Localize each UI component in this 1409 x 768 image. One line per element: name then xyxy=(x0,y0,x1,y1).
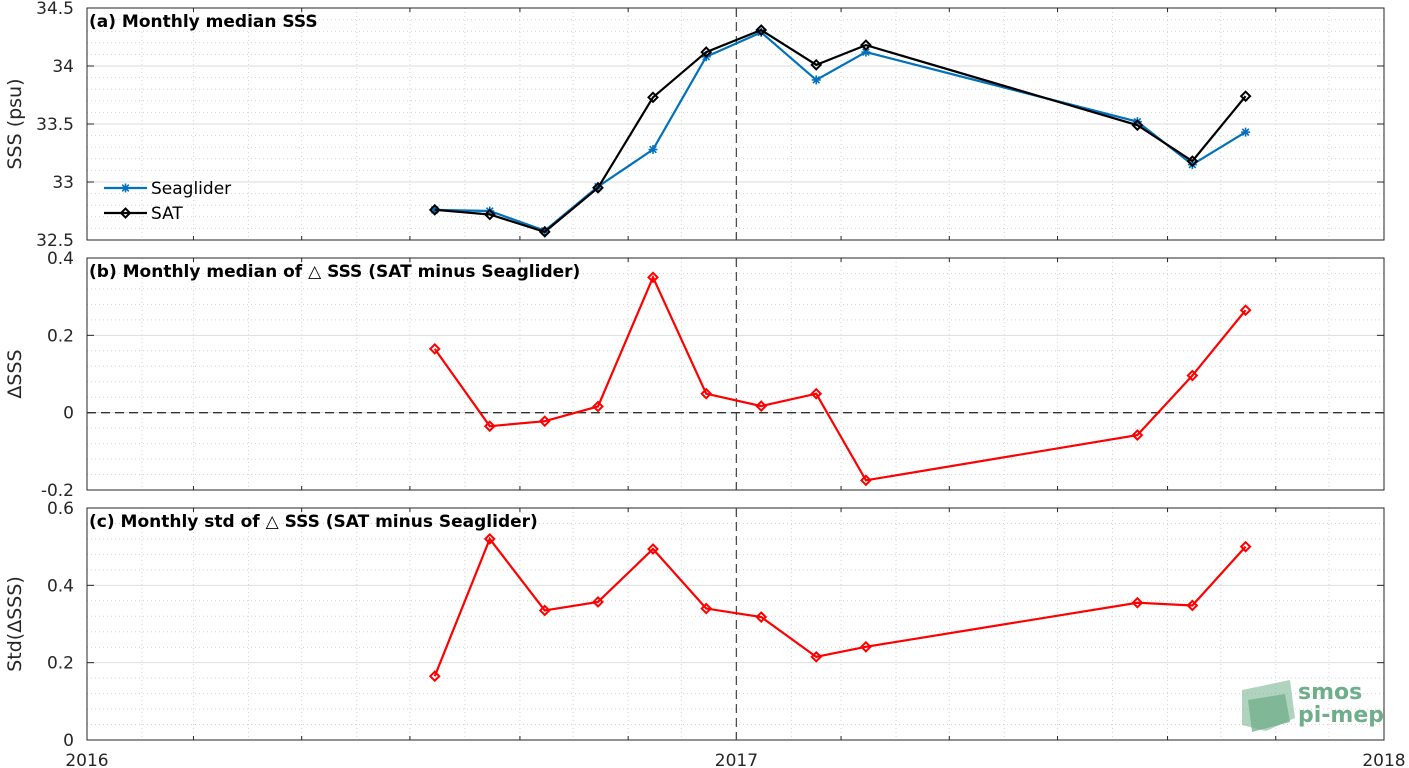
axes-box xyxy=(86,507,1385,741)
data-point xyxy=(483,533,496,545)
data-point xyxy=(483,208,496,221)
y-tick-label: 0.6 xyxy=(47,499,74,519)
axes-box xyxy=(86,257,1385,491)
data-point xyxy=(859,640,872,653)
data-point xyxy=(859,39,872,52)
data-point xyxy=(810,387,823,400)
data-point xyxy=(592,400,604,413)
y-tick-label: 33.5 xyxy=(36,115,74,135)
series-1 xyxy=(428,24,1252,238)
data-point xyxy=(700,387,713,400)
legend: Seaglider SAT xyxy=(104,179,231,224)
panel-a: 32.5 33 33.5 34 34.5 SSS (psu) (a) Monthly med… xyxy=(4,0,1385,251)
data-point xyxy=(810,650,823,663)
y-tick-label: 34.5 xyxy=(36,0,74,19)
data-point xyxy=(648,145,658,155)
data-point xyxy=(755,611,768,623)
data-point xyxy=(755,400,768,413)
data-point xyxy=(647,543,659,555)
data-point xyxy=(1186,155,1199,168)
series-line xyxy=(433,536,1247,677)
data-point xyxy=(700,46,713,58)
series-line xyxy=(433,274,1247,482)
panel-c: 0 0.2 0.4 0.6 Std(ΔSSS) (c) Monthly std of △ … xyxy=(4,499,1385,751)
y-axis-label: Std(ΔSSS) xyxy=(4,576,26,672)
data-point xyxy=(1239,90,1252,103)
series-0 xyxy=(430,27,1251,236)
y-tick-label: 0 xyxy=(63,731,74,751)
data-point xyxy=(1186,369,1199,382)
data-point xyxy=(647,91,659,104)
series-line xyxy=(434,28,1247,234)
data-point xyxy=(428,342,441,355)
legend-label: SAT xyxy=(151,204,183,224)
panel-title: (b) Monthly median of △ SSS (SAT minus S… xyxy=(89,262,580,282)
y-axis-label: SSS (psu) xyxy=(4,78,26,169)
series-0 xyxy=(428,271,1252,487)
data-point xyxy=(811,75,821,85)
y-tick-label: 32.5 xyxy=(36,231,74,251)
data-point xyxy=(538,225,551,238)
legend-marker xyxy=(119,207,132,219)
data-point xyxy=(1131,119,1144,132)
y-tick-label: 0.2 xyxy=(47,654,74,674)
y-tick-label: 33 xyxy=(52,173,74,193)
x-tick-label: 2017 xyxy=(715,751,758,768)
data-point xyxy=(810,58,823,71)
data-point xyxy=(1131,596,1144,609)
panel-title: (c) Monthly std of △ SSS (SAT minus Seag… xyxy=(89,512,538,532)
x-tick-label: 2016 xyxy=(65,751,108,768)
panel-b: -0.2 0 0.2 0.4 ΔSSS (b) Monthly median of △ S… xyxy=(4,249,1385,501)
panel-title: (a) Monthly median SSS xyxy=(89,12,318,32)
data-point xyxy=(1241,127,1251,137)
data-point xyxy=(538,604,551,617)
data-point xyxy=(483,420,496,433)
series-0 xyxy=(428,533,1252,683)
data-point xyxy=(538,415,551,428)
data-point xyxy=(700,602,713,615)
y-tick-label: 0 xyxy=(63,404,74,424)
y-tick-label: 0.2 xyxy=(47,326,74,346)
data-point xyxy=(859,474,872,487)
legend-marker xyxy=(121,183,130,193)
data-point xyxy=(647,271,659,284)
logo-mark-layer xyxy=(1248,694,1290,732)
x-tick-label: 2018 xyxy=(1362,751,1405,768)
data-point xyxy=(1131,429,1144,442)
y-tick-label: 34 xyxy=(52,57,74,77)
y-tick-label: -0.2 xyxy=(41,481,74,501)
data-point xyxy=(592,596,604,608)
data-point xyxy=(755,24,768,36)
legend-label: Seaglider xyxy=(151,179,231,199)
data-point xyxy=(428,670,441,683)
data-point xyxy=(592,181,604,194)
data-point xyxy=(428,203,441,216)
series-line xyxy=(434,31,1247,232)
data-point xyxy=(1239,304,1252,317)
data-point xyxy=(1239,540,1252,553)
logo-text-pi-mep: pi-mep xyxy=(1298,703,1384,728)
y-tick-label: 0.4 xyxy=(47,576,74,596)
y-tick-label: 0.4 xyxy=(47,249,74,269)
logo-text-smos: smos xyxy=(1298,680,1362,705)
data-point xyxy=(1186,599,1199,612)
y-axis-label: ΔSSS xyxy=(4,349,26,398)
